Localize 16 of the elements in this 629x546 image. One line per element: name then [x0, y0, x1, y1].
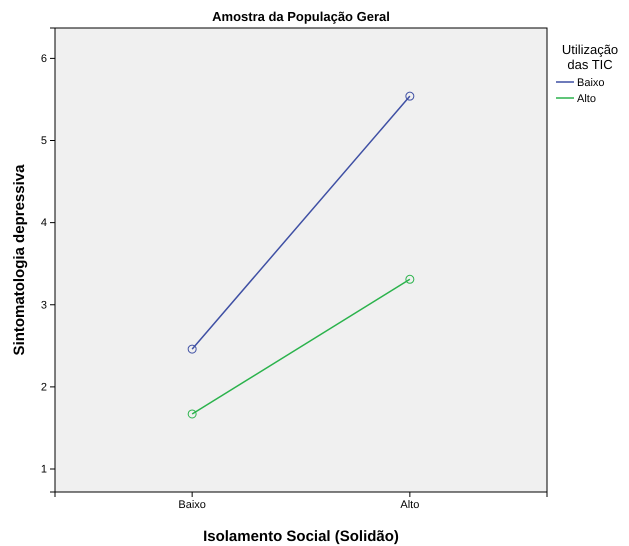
point — [405, 274, 414, 284]
legend-label: Alto — [577, 93, 596, 105]
legend-label: Baixo — [577, 77, 605, 89]
y-tick-label: 3 — [40, 299, 47, 312]
y-tick-label: 1 — [40, 464, 47, 476]
point — [405, 92, 414, 101]
y-axis-title: Sintomatologia depressiva — [11, 164, 28, 356]
x-axis-title: Isolamento Social (Solidão) — [203, 528, 399, 545]
y-tick-label: 4 — [40, 217, 47, 230]
y-tick-label: 6 — [40, 52, 47, 65]
point — [188, 410, 197, 418]
point — [188, 344, 197, 354]
chart-title: Amostra da População Geral — [212, 9, 390, 24]
y-tick-label: 2 — [40, 381, 47, 394]
y-tick-label: 5 — [40, 135, 47, 148]
legend-title: Utilização das TIC — [562, 42, 618, 72]
